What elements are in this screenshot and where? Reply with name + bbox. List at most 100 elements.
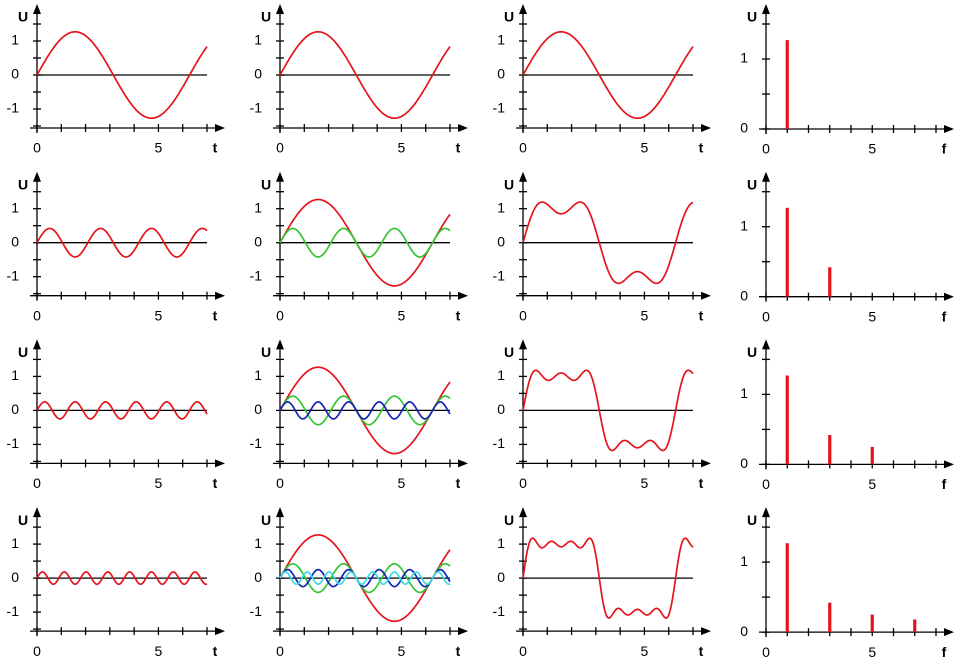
x-axis-arrow xyxy=(215,291,225,300)
x-tick-label: 0 xyxy=(762,141,770,157)
x-axis-label: t xyxy=(213,475,218,491)
y-axis-label: U xyxy=(747,512,757,528)
x-axis-label: t xyxy=(456,140,461,156)
curve xyxy=(522,537,694,619)
curve xyxy=(279,227,451,258)
y-axis-label: U xyxy=(504,512,514,528)
y-axis-arrow xyxy=(33,4,41,14)
x-axis-arrow xyxy=(701,459,711,468)
y-tick-label: -1 xyxy=(7,435,20,451)
curve xyxy=(36,227,208,258)
y-tick-label: 1 xyxy=(740,385,748,401)
x-tick-label: 5 xyxy=(155,140,163,156)
y-tick-label: 0 xyxy=(254,66,262,82)
curve xyxy=(36,30,208,120)
x-tick-label: 5 xyxy=(868,644,876,660)
panel: 0 5 0 1 f U xyxy=(740,507,954,660)
x-axis-label: t xyxy=(699,140,704,156)
x-axis-label: t xyxy=(213,643,218,659)
x-tick-label: 0 xyxy=(519,643,527,659)
y-tick-label: 0 xyxy=(497,401,505,417)
bar xyxy=(785,543,789,633)
x-axis-arrow xyxy=(701,124,711,132)
curve xyxy=(279,568,451,588)
y-tick-label: -1 xyxy=(493,435,506,451)
x-tick-label: 0 xyxy=(33,307,41,323)
x-axis-label: t xyxy=(456,475,461,491)
curve xyxy=(522,201,694,285)
y-tick-label: 1 xyxy=(254,32,262,48)
y-tick-label: 1 xyxy=(740,50,748,66)
panel: 0 5 -1 0 1 t U xyxy=(7,4,225,156)
panel: 0 5 -1 0 1 t U xyxy=(7,507,225,659)
x-tick-label: 5 xyxy=(641,140,649,156)
y-axis-label: U xyxy=(747,344,757,360)
y-tick-label: -1 xyxy=(250,267,263,283)
x-axis-label: t xyxy=(213,140,218,156)
bar xyxy=(785,40,789,129)
x-axis-label: t xyxy=(456,307,461,323)
x-tick-label: 5 xyxy=(868,141,876,157)
y-tick-label: 1 xyxy=(11,199,19,215)
curve xyxy=(522,369,694,452)
y-axis-arrow xyxy=(762,4,770,14)
y-tick-label: 0 xyxy=(254,233,262,249)
y-axis-arrow xyxy=(276,507,284,518)
y-tick-label: 1 xyxy=(11,32,19,48)
y-axis-label: U xyxy=(261,512,271,528)
x-axis-label: f xyxy=(942,476,947,492)
y-tick-label: 1 xyxy=(497,367,505,383)
y-tick-label: -1 xyxy=(7,603,20,619)
y-tick-label: 0 xyxy=(740,120,748,136)
x-tick-label: 0 xyxy=(762,476,770,492)
y-axis-label: U xyxy=(261,9,271,25)
y-tick-label: -1 xyxy=(250,100,263,116)
y-tick-label: 0 xyxy=(497,66,505,82)
x-tick-label: 5 xyxy=(868,476,876,492)
x-tick-label: 0 xyxy=(33,643,41,659)
bar xyxy=(913,619,917,633)
y-tick-label: 1 xyxy=(254,199,262,215)
bar xyxy=(870,446,874,465)
panel: 0 5 -1 0 1 t U xyxy=(493,507,711,659)
curve xyxy=(279,30,451,120)
y-tick-label: 0 xyxy=(497,233,505,249)
y-tick-label: -1 xyxy=(493,100,506,116)
x-tick-label: 0 xyxy=(33,475,41,491)
y-axis-label: U xyxy=(504,176,514,192)
x-axis-arrow xyxy=(215,124,225,132)
y-tick-label: 0 xyxy=(740,455,748,471)
x-tick-label: 0 xyxy=(33,140,41,156)
x-tick-label: 0 xyxy=(519,475,527,491)
y-tick-label: -1 xyxy=(7,100,20,116)
y-tick-label: 1 xyxy=(740,553,748,569)
y-axis-label: U xyxy=(261,176,271,192)
y-axis-arrow xyxy=(33,339,41,350)
y-axis-arrow xyxy=(519,339,527,350)
y-tick-label: 0 xyxy=(740,287,748,303)
bar xyxy=(870,614,874,633)
panel: 0 5 -1 0 1 t U xyxy=(250,339,468,491)
y-axis-label: U xyxy=(18,176,28,192)
panel: 0 5 -1 0 1 t U xyxy=(7,171,225,323)
x-axis-arrow xyxy=(701,291,711,300)
y-axis-arrow xyxy=(519,507,527,518)
curve xyxy=(36,401,208,420)
x-tick-label: 0 xyxy=(276,140,284,156)
x-axis-label: f xyxy=(942,644,947,660)
y-tick-label: -1 xyxy=(250,435,263,451)
y-axis-arrow xyxy=(762,507,770,518)
y-tick-label: 1 xyxy=(254,367,262,383)
panel: 0 5 -1 0 1 t U xyxy=(7,339,225,491)
panel: 0 5 0 1 f U xyxy=(740,171,954,324)
y-tick-label: 0 xyxy=(254,401,262,417)
y-tick-label: -1 xyxy=(493,267,506,283)
x-tick-label: 5 xyxy=(155,307,163,323)
y-axis-arrow xyxy=(519,171,527,182)
curve xyxy=(279,571,451,586)
y-axis-arrow xyxy=(762,339,770,350)
x-axis-arrow xyxy=(944,460,954,469)
x-tick-label: 0 xyxy=(276,475,284,491)
y-axis-label: U xyxy=(261,344,271,360)
curve xyxy=(279,198,451,287)
